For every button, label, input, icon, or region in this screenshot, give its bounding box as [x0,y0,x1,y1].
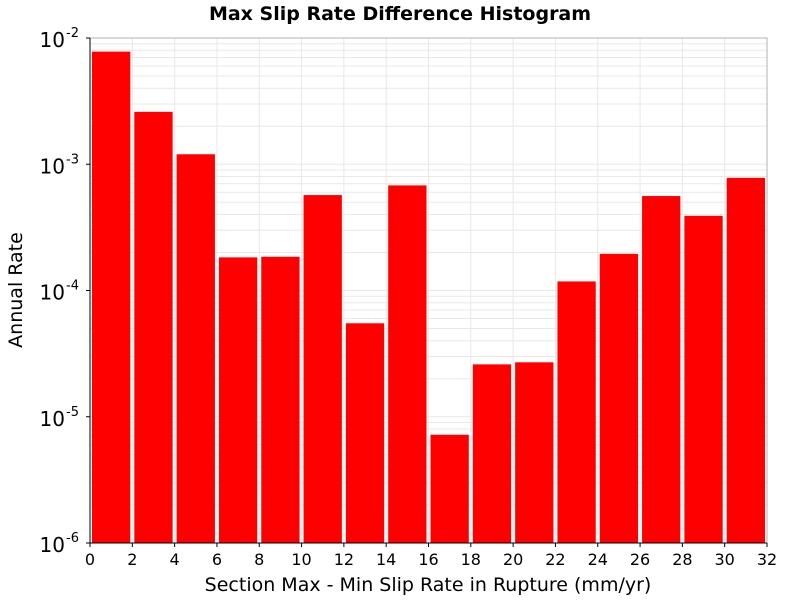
y-tick-label: 10 [40,533,65,557]
bar [515,362,554,543]
bar [430,434,469,543]
x-tick-label: 28 [672,550,692,569]
bar [726,177,765,544]
bar [218,257,258,543]
y-tick-label: 10 [40,407,65,431]
x-tick-label: 22 [545,550,565,569]
bar [176,154,215,544]
y-tick-labels: 10-610-510-410-310-2 [40,26,90,557]
x-tick-label: 20 [503,550,523,569]
bar [261,256,300,543]
y-tick-exponent: -5 [66,405,79,420]
x-tick-label: 10 [291,550,311,569]
x-tick-labels: 0 2 4 6 8 10 12 14 16 18 20 22 24 26 28 30 32 [85,543,777,569]
x-tick-label: 24 [588,550,608,569]
bar [684,215,723,543]
bar [303,195,342,543]
bars [92,51,765,544]
bar [345,323,385,543]
y-tick-exponent: -6 [66,531,79,546]
x-tick-label: 8 [254,550,264,569]
x-tick-label: 30 [715,550,735,569]
bar [134,111,173,543]
bar [557,281,596,543]
y-tick-label: 10 [40,154,65,178]
x-tick-label: 0 [85,550,95,569]
bar [472,364,512,543]
x-tick-label: 26 [630,550,650,569]
x-axis-label: Section Max - Min Slip Rate in Rupture (… [205,574,652,596]
x-tick-label: 32 [757,550,777,569]
chart-title: Max Slip Rate Difference Histogram [209,3,591,25]
x-tick-label: 4 [170,550,180,569]
y-tick-exponent: -2 [66,26,79,41]
bar [642,196,681,543]
y-tick-label: 10 [40,281,65,305]
x-tick-label: 6 [212,550,222,569]
x-tick-label: 2 [127,550,137,569]
y-tick-label: 10 [40,28,65,52]
x-tick-label: 12 [334,550,354,569]
y-tick-exponent: -3 [66,152,79,167]
x-tick-label: 14 [376,550,396,569]
x-tick-label: 16 [418,550,438,569]
bar [388,185,427,543]
y-tick-exponent: -4 [66,279,79,294]
y-axis-label: Annual Rate [5,232,27,348]
x-tick-label: 18 [461,550,481,569]
bar [599,253,639,544]
bar [92,51,131,544]
